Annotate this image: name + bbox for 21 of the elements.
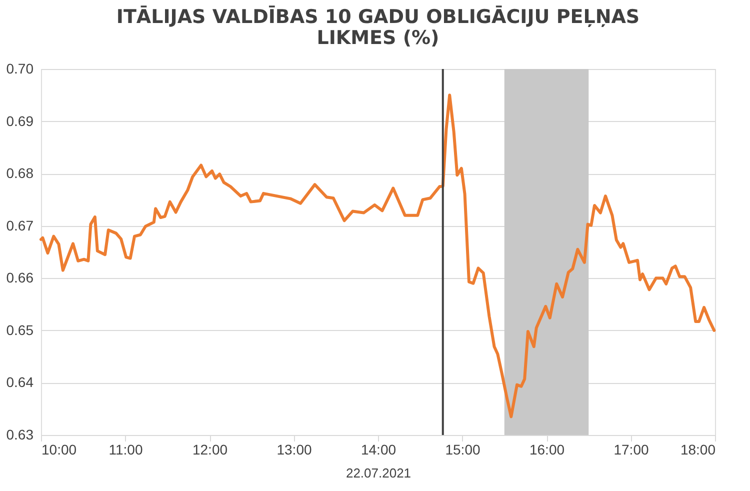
- y-tick-label: 0.67: [6, 217, 34, 234]
- x-tick-label: 17:00: [614, 442, 649, 458]
- y-tick-label: 0.70: [6, 60, 34, 76]
- y-tick-label: 0.65: [6, 322, 34, 338]
- text: LIKMES (%): [316, 27, 440, 49]
- x-tick-label: 18:00: [680, 442, 716, 458]
- x-tick-label: 13:00: [276, 442, 312, 458]
- y-tick-label: 0.64: [6, 374, 34, 390]
- x-tick-label: 14:00: [360, 442, 396, 458]
- x-tick-label: 15:00: [445, 442, 480, 458]
- y-tick-label: 0.63: [6, 426, 34, 442]
- y-tick-label: 0.68: [6, 165, 34, 182]
- x-tick-label: 11:00: [108, 442, 143, 458]
- y-tick-label: 0.66: [6, 270, 34, 286]
- text: ITĀLIJAS VALDĪBAS 10 GADU OBLIGĀCIJU PEĻŅAS: [116, 6, 640, 28]
- x-tick-label: 16:00: [529, 442, 565, 458]
- x-axis-title: 22.07.2021: [346, 466, 412, 480]
- x-tick-label: 10:00: [42, 442, 77, 458]
- y-tick-label: 0.69: [6, 112, 34, 129]
- x-tick-label: 12:00: [192, 442, 228, 458]
- line-series: [40, 94, 716, 418]
